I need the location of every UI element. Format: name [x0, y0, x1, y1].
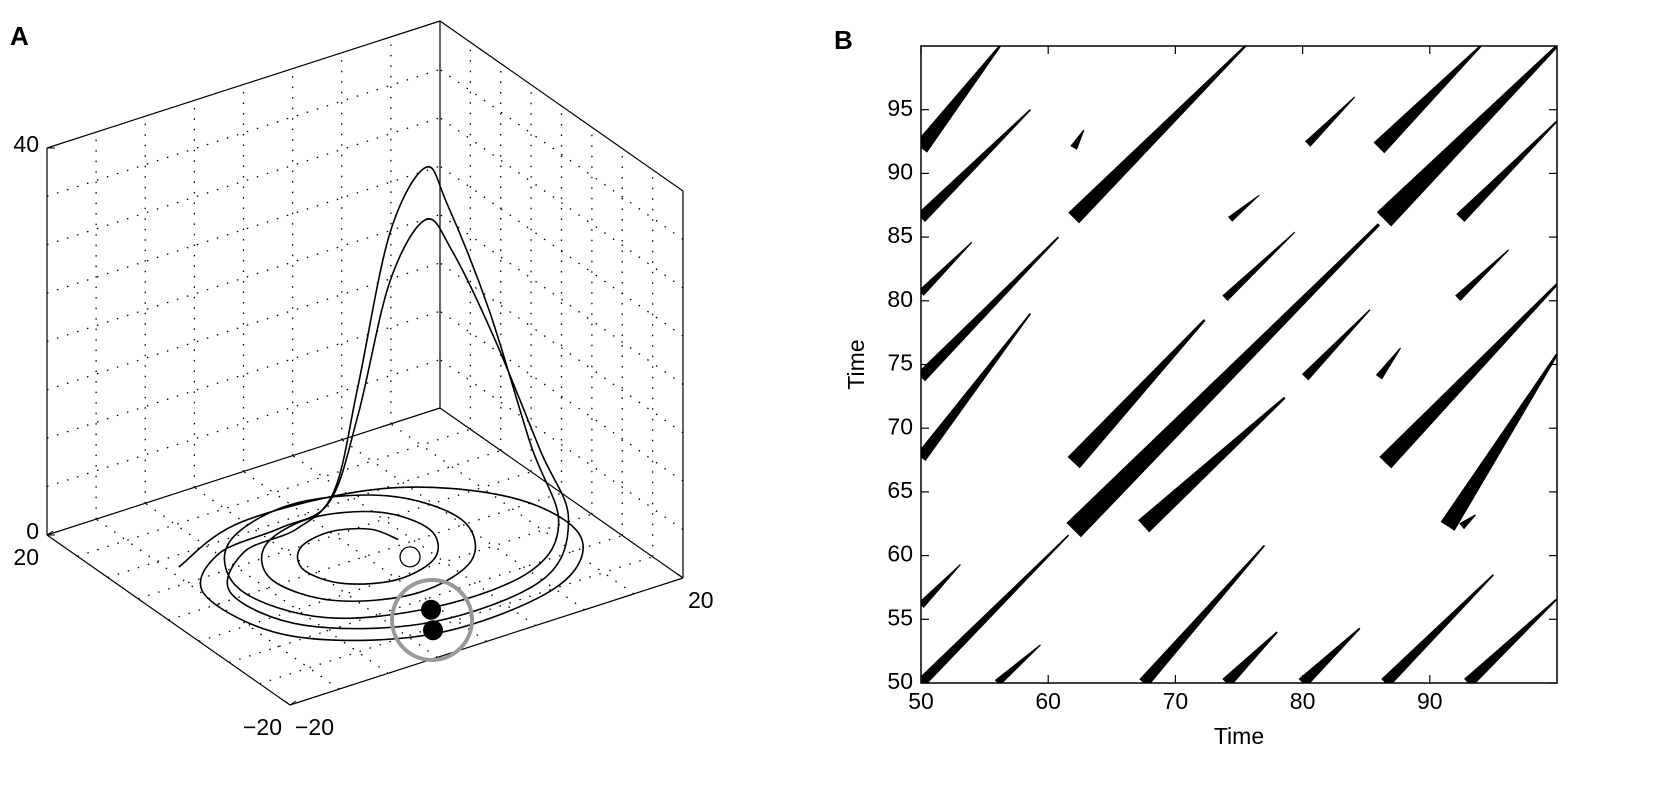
- wall-grid: [46, 310, 441, 439]
- recurrence-streak: [1455, 249, 1510, 302]
- recurrence-streak: [994, 644, 1041, 683]
- plot-area: [921, 46, 1557, 683]
- y-tick-label: 20: [13, 544, 39, 570]
- recurrence-streak: [1298, 627, 1361, 683]
- x-tick: [677, 573, 684, 579]
- floor-grid: [95, 518, 340, 690]
- recurrence-streak: [1068, 46, 1247, 224]
- floor-grid: [292, 455, 536, 627]
- wall-grid: [439, 117, 684, 289]
- recurrence-streak: [921, 241, 973, 296]
- y-axis-label: Time: [843, 339, 869, 389]
- recurrence-streak: [1304, 96, 1356, 147]
- z-tick-label: 0: [26, 518, 39, 544]
- x-tick-label: −20: [295, 714, 334, 740]
- wall-grid: [46, 359, 441, 488]
- panel-label: A: [10, 21, 29, 51]
- recurrence-streak: [1379, 283, 1557, 469]
- wall-grid: [439, 68, 684, 240]
- recurrence-streak: [921, 564, 961, 608]
- recurrence-streak: [1456, 120, 1557, 223]
- x-tick-label: 70: [1163, 688, 1189, 714]
- floor-grid: [107, 449, 501, 579]
- recurrence-streak: [921, 313, 1032, 461]
- y-tick-label: 70: [887, 413, 913, 439]
- y-tick-label: 75: [887, 350, 913, 376]
- x-tick-label: 80: [1290, 688, 1316, 714]
- x-axis-label: Time: [1214, 723, 1264, 749]
- recurrence-streak: [1138, 396, 1286, 533]
- recurrence-streak: [1067, 319, 1206, 469]
- x-tick: [284, 700, 291, 706]
- wall-grid: [439, 165, 684, 337]
- y-tick-label: 55: [887, 604, 913, 630]
- floor-grid: [198, 513, 593, 642]
- x-tick-label: 90: [1417, 688, 1443, 714]
- highlight-circle: [390, 577, 475, 662]
- wall-grid: [439, 213, 684, 386]
- axis-line: [439, 20, 684, 192]
- recurrence-streak: [1440, 353, 1557, 531]
- marker: [423, 620, 444, 641]
- recurrence-streak: [921, 534, 1070, 683]
- wall-grid: [439, 310, 684, 482]
- recurrence-streak: [921, 46, 1001, 153]
- recurrence-streak: [1375, 347, 1402, 380]
- recurrence-streak: [921, 109, 1031, 223]
- axis-line: [289, 577, 684, 706]
- panel-a: 0 40 −20 20 −20 20: [13, 20, 714, 740]
- recurrence-streak: [1381, 574, 1495, 683]
- y-tick-label: −20: [243, 714, 282, 740]
- x-tick-label: 20: [688, 587, 714, 613]
- recurrence-streak: [1376, 46, 1557, 227]
- floor-grid: [243, 470, 487, 643]
- x-tick-label: 50: [908, 688, 934, 714]
- floor-grid: [194, 486, 438, 658]
- recurrence-streak: [1222, 231, 1296, 302]
- recurrence-streak: [921, 236, 1059, 382]
- y-tick-label: 60: [887, 541, 913, 567]
- open-marker: [399, 546, 421, 568]
- axis-line: [46, 534, 291, 706]
- y-tick: [46, 530, 54, 536]
- wall-grid: [46, 117, 441, 246]
- y-tick-label: 65: [887, 477, 913, 503]
- floor-grid: [390, 423, 635, 595]
- z-tick-label: 40: [13, 131, 39, 157]
- recurrence-streak: [1301, 309, 1371, 381]
- recurrence-streak: [1373, 46, 1482, 154]
- panel-b: 50 60 70 80 90 50 55 60 65 70 75 80 85 90 95 Time Time: [843, 45, 1558, 749]
- y-tick: [289, 700, 297, 706]
- recurrence-streak: [1070, 129, 1085, 150]
- y-tick-label: 90: [887, 158, 913, 184]
- marker: [421, 599, 442, 620]
- recurrence-streak: [1228, 194, 1260, 222]
- recurrence-streak: [1066, 223, 1381, 538]
- axis-line: [46, 407, 441, 536]
- recurrence-streak: [1459, 514, 1476, 530]
- trajectory: [178, 165, 584, 642]
- y-tick-label: 95: [887, 95, 913, 121]
- wall-grid: [439, 359, 684, 531]
- floor-grid: [341, 439, 586, 611]
- panel-label: B: [834, 25, 853, 55]
- floor-grid: [144, 502, 389, 674]
- wall-grid: [439, 262, 684, 434]
- y-tick-label: 50: [887, 668, 913, 694]
- recurrence-streak: [1139, 544, 1266, 683]
- recurrence-streak: [1222, 631, 1278, 683]
- axis-line: [46, 20, 441, 149]
- x-tick-label: 60: [1035, 688, 1061, 714]
- y-tick-label: 85: [887, 222, 913, 248]
- y-tick-label: 80: [887, 286, 913, 312]
- recurrence-streak: [1464, 598, 1557, 683]
- wall-grid: [46, 213, 441, 343]
